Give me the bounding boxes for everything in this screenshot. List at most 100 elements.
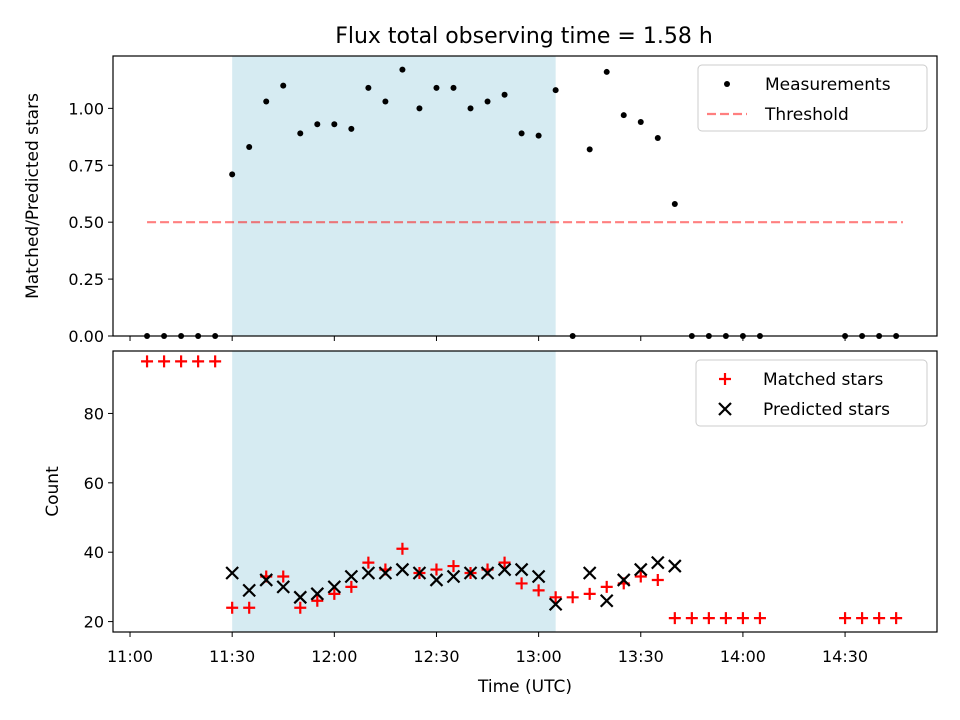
- matched-stars-point: [702, 612, 715, 625]
- measurements-point: [399, 66, 406, 73]
- observing-window-shade: [232, 56, 556, 336]
- matched-stars-point: [515, 577, 528, 590]
- matched-stars-point: [158, 355, 171, 368]
- predicted-stars-point: [548, 597, 563, 612]
- matched-stars-point: [736, 612, 749, 625]
- matched-stars-point: [532, 584, 545, 597]
- matched-stars-point: [209, 355, 222, 368]
- legend-label: Measurements: [765, 75, 891, 95]
- matched-stars-point: [890, 612, 903, 625]
- x-tick-label: 14:30: [822, 647, 868, 666]
- matched-stars-point: [294, 601, 307, 614]
- legend-measurements-swatch: [724, 81, 730, 87]
- y-tick-label: 80: [84, 404, 104, 423]
- matched-stars-point: [141, 355, 154, 368]
- predicted-stars-point: [378, 566, 393, 580]
- y-tick-label: 0.00: [68, 327, 104, 346]
- axes-frame: [112, 350, 938, 633]
- matched-stars-point: [328, 587, 341, 600]
- x-axis-label: Time (UTC): [477, 677, 572, 697]
- measurements-point: [586, 146, 593, 153]
- predicted-stars-point: [480, 566, 495, 580]
- x-tick-label: 13:30: [618, 647, 664, 666]
- matched-stars-point: [175, 355, 188, 368]
- predicted-stars-point: [344, 569, 359, 584]
- measurements-point: [297, 130, 304, 137]
- measurements-point: [229, 171, 236, 178]
- x-tick-label: 12:00: [311, 647, 357, 666]
- predicted-stars-point: [668, 559, 682, 573]
- measurements-point: [365, 84, 372, 91]
- x-tick-label: 11:00: [107, 647, 153, 666]
- matched-stars-point: [566, 591, 579, 604]
- predicted-stars-point: [293, 590, 308, 605]
- x-tick-label: 14:00: [720, 647, 766, 666]
- predicted-stars-point: [259, 573, 274, 587]
- matched-stars-point: [345, 580, 358, 593]
- predicted-stars-point: [616, 573, 631, 587]
- matched-stars-point: [498, 556, 511, 569]
- figure-title: Flux total observing time = 1.58 h: [335, 24, 713, 49]
- measurements-point: [620, 112, 627, 119]
- panel-ratio: 0.00 0.25 0.50 0.75 1.00 Matched/Predicted st…: [23, 55, 938, 346]
- predicted-stars-point: [327, 580, 342, 594]
- predicted-stars-point: [276, 580, 291, 594]
- predicted-stars-point: [497, 562, 512, 577]
- y-tick-label: 60: [84, 474, 104, 493]
- matched-stars-point: [362, 556, 375, 569]
- matched-stars-point: [719, 612, 732, 625]
- measurements-point: [416, 105, 423, 112]
- panel-counts: 20 40 60 80 Count 11:00 11:30 12:00 12:30 13:00 13…: [43, 350, 938, 697]
- matched-stars-point: [226, 601, 239, 614]
- matched-stars-point: [873, 612, 886, 625]
- predicted-stars-point: [412, 566, 427, 580]
- matched-stars-point: [549, 591, 562, 604]
- matched-stars-point: [447, 560, 460, 573]
- x-tick-label: 11:30: [209, 647, 255, 666]
- legend-predicted-swatch: [718, 402, 732, 416]
- measurements-point: [501, 91, 508, 98]
- x-tick-label: 12:30: [413, 647, 459, 666]
- legend-matched-swatch: [719, 373, 731, 385]
- y-axis-label: Matched/Predicted stars: [23, 93, 43, 299]
- predicted-stars-point: [429, 573, 444, 587]
- y-tick-label: 0.25: [68, 270, 104, 289]
- matched-stars-point: [753, 612, 766, 625]
- matched-stars-point: [243, 601, 256, 614]
- y-axis-label: Count: [43, 466, 63, 517]
- measurements-point: [671, 200, 678, 207]
- y-tick-label: 0.75: [68, 156, 104, 175]
- measurements-point: [263, 98, 270, 105]
- predicted-stars-point: [463, 566, 478, 580]
- measurements-point: [518, 130, 525, 137]
- measurements-point: [552, 87, 559, 94]
- measurements-point: [348, 125, 355, 132]
- legend-label: Threshold: [764, 105, 849, 125]
- measurements-point: [433, 84, 440, 91]
- predicted-stars-point: [599, 594, 614, 608]
- x-tick-label: 13:00: [516, 647, 562, 666]
- predicted-stars-point: [225, 566, 239, 580]
- measurements-point: [467, 105, 474, 112]
- matched-stars-point: [277, 570, 290, 583]
- measurements-point: [331, 121, 338, 128]
- legend-label: Predicted stars: [763, 400, 890, 420]
- predicted-stars-point: [395, 562, 410, 577]
- predicted-stars-point: [531, 569, 546, 584]
- legend: Measurements Threshold: [697, 64, 928, 132]
- measurements-point: [314, 121, 321, 128]
- matched-stars-point: [839, 612, 852, 625]
- predicted-stars-point: [633, 562, 648, 577]
- matched-stars-point: [685, 612, 698, 625]
- matched-stars-point: [311, 594, 324, 607]
- matched-stars-point: [856, 612, 869, 625]
- legend-box: [697, 64, 928, 132]
- legend: Matched stars Predicted stars: [695, 359, 928, 427]
- measurements-point: [654, 134, 661, 141]
- predicted-stars-point: [446, 569, 461, 584]
- measurements-point: [382, 98, 389, 105]
- matched-stars-point: [192, 355, 205, 368]
- matched-stars-point: [583, 587, 596, 600]
- axes-frame: [112, 55, 938, 337]
